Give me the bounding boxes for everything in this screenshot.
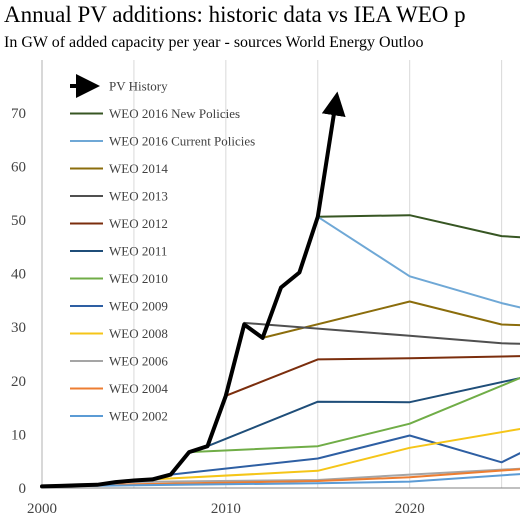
legend-label: WEO 2008 xyxy=(109,326,168,341)
legend-label: WEO 2006 xyxy=(109,354,168,369)
legend-label: WEO 2010 xyxy=(109,271,168,286)
x-tick-label: 2000 xyxy=(27,501,57,517)
legend-label: WEO 2002 xyxy=(109,409,168,424)
series-line-11 xyxy=(114,467,520,484)
series-line-2 xyxy=(316,214,520,239)
x-tick-label: 2010 xyxy=(211,501,241,517)
y-tick-label: 0 xyxy=(19,481,27,497)
series-line-1 xyxy=(40,91,346,489)
legend-label: WEO 2009 xyxy=(109,299,168,314)
y-tick-label: 50 xyxy=(11,213,26,229)
chart-subtitle: In GW of added capacity per year - sourc… xyxy=(4,34,424,51)
y-tick-label: 70 xyxy=(11,106,26,122)
legend-label: WEO 2011 xyxy=(109,244,167,259)
series-lines xyxy=(40,91,520,489)
series-line-8 xyxy=(188,377,520,454)
axes: 0 10 20 30 40 50 60 70 2000 2010 2020 xyxy=(11,60,520,517)
legend: PV History WEO 2016 New Policies WEO 2016 … xyxy=(70,74,255,424)
y-tick-label: 10 xyxy=(11,427,26,443)
legend-label: WEO 2012 xyxy=(109,216,168,231)
y-tick-label: 60 xyxy=(11,159,26,175)
legend-label: WEO 2016 New Policies xyxy=(109,106,240,121)
series-line-5 xyxy=(243,321,520,345)
chart-title: Annual PV additions: historic data vs IE… xyxy=(4,2,466,27)
series-line-12 xyxy=(77,468,520,487)
legend-label: WEO 2014 xyxy=(109,161,168,176)
y-tick-label: 30 xyxy=(11,320,26,336)
legend-label: WEO 2016 Current Policies xyxy=(109,134,255,149)
x-tick-label: 2020 xyxy=(395,501,425,517)
series-line-7 xyxy=(206,377,520,448)
series-line-3 xyxy=(316,215,520,309)
y-tick-label: 40 xyxy=(11,267,26,283)
series-line-13 xyxy=(41,473,520,488)
legend-label: WEO 2004 xyxy=(109,381,168,396)
legend-label: PV History xyxy=(109,79,168,94)
y-tick-label: 20 xyxy=(11,374,26,390)
series-line-9 xyxy=(169,434,520,476)
legend-label: WEO 2013 xyxy=(109,189,168,204)
series-line-10 xyxy=(151,428,520,481)
series-line-6 xyxy=(224,355,520,397)
series-line-4 xyxy=(261,300,520,339)
